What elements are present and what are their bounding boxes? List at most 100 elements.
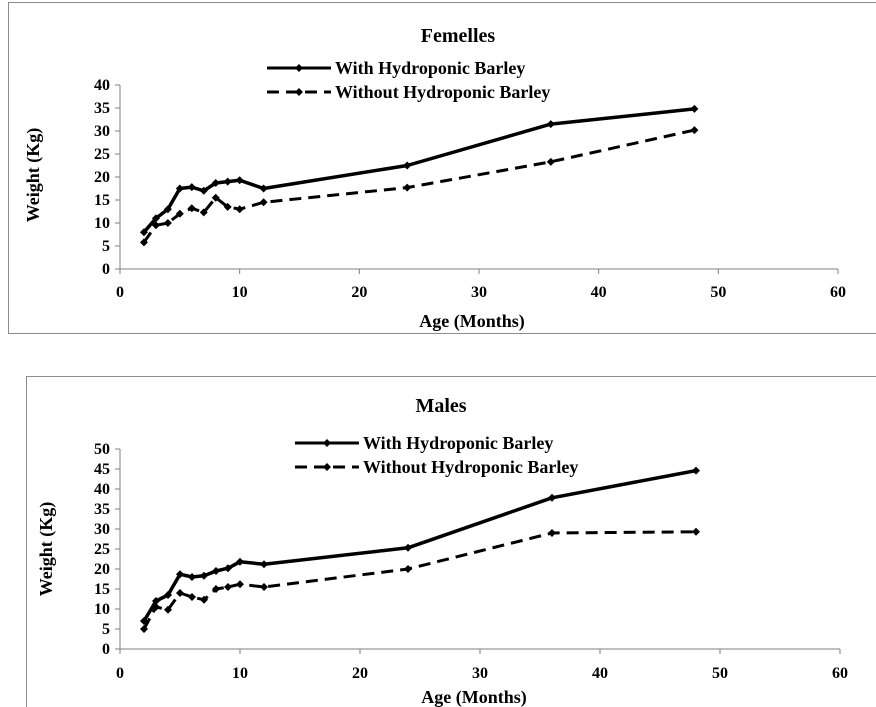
y-tick-label: 5 [102, 621, 110, 638]
x-tick-label: 40 [591, 284, 607, 301]
data-point-marker [690, 126, 699, 135]
data-point-marker [163, 219, 172, 227]
legend-label: With Hydroponic Barley [335, 58, 525, 78]
x-tick-label: 50 [712, 665, 728, 682]
series-line-with [142, 107, 695, 234]
y-tick-label: 10 [94, 215, 110, 232]
data-point-marker [223, 177, 232, 186]
y-tick-label: 40 [94, 77, 110, 94]
data-point-marker [690, 104, 699, 113]
y-tick-label: 40 [94, 481, 110, 498]
data-point-marker [211, 193, 220, 202]
data-point-marker [403, 161, 412, 170]
series-line-with [142, 468, 697, 622]
data-point-marker [200, 571, 208, 580]
data-point-marker [546, 157, 555, 166]
y-tick-label: 5 [102, 238, 110, 255]
data-point-marker [212, 585, 220, 593]
y-tick-label: 35 [94, 100, 110, 117]
y-axis-label: Weight (Kg) [23, 128, 44, 223]
chart-males: Males 0 5 10 15 20 25 30 35 40 45 50 0 10 20 30 40 50 60 Ag… [36, 395, 848, 707]
data-point-marker [260, 560, 268, 569]
y-tick-label: 10 [94, 601, 110, 618]
data-point-marker [692, 527, 700, 536]
y-tick-label: 50 [94, 441, 110, 458]
data-point-marker [212, 567, 220, 575]
x-tick-label: 50 [710, 284, 726, 301]
data-point-marker [151, 214, 160, 223]
data-point-marker [692, 466, 700, 475]
data-point-marker [188, 573, 196, 581]
chart-title: Femelles [421, 25, 496, 47]
chart-panel-males: Males 0 5 10 15 20 25 30 35 40 45 50 0 10 20 30 40 50 60 Ag… [26, 376, 876, 707]
y-tick-label: 35 [94, 501, 110, 518]
y-tick-label: 15 [94, 192, 110, 209]
data-point-marker [176, 589, 184, 597]
data-point-marker [176, 570, 184, 579]
series-line-without [142, 128, 695, 244]
y-tick-label: 0 [102, 641, 110, 658]
data-point-marker [404, 543, 412, 552]
x-tick-label: 20 [352, 665, 368, 682]
x-tick-label: 60 [830, 284, 846, 301]
legend-marker [323, 463, 331, 471]
data-point-marker [546, 120, 555, 129]
data-point-marker [235, 205, 244, 214]
x-tick-label: 20 [351, 284, 367, 301]
data-point-marker [152, 603, 160, 611]
series-line-without [142, 530, 697, 630]
y-tick-label: 20 [94, 561, 110, 578]
y-tick-label: 30 [94, 521, 110, 538]
data-point-marker [260, 583, 268, 591]
data-point-marker [152, 597, 160, 605]
x-tick-label: 60 [832, 665, 848, 682]
x-tick-label: 30 [471, 284, 487, 301]
data-point-marker [199, 186, 208, 195]
x-axis-label: Age (Months) [419, 311, 525, 332]
data-point-marker [175, 184, 184, 193]
legend-label: Without Hydroponic Barley [335, 82, 550, 102]
data-point-marker [200, 595, 208, 604]
x-tick-label: 10 [232, 665, 248, 682]
y-tick-label: 25 [94, 146, 110, 163]
y-axis-label: Weight (Kg) [36, 502, 57, 597]
data-point-marker [236, 557, 244, 566]
data-point-marker [139, 238, 148, 247]
legend-marker [323, 439, 331, 447]
y-tick-label: 25 [94, 541, 110, 558]
legend-label: With Hydroponic Barley [363, 433, 553, 453]
data-point-marker [164, 605, 172, 614]
data-point-marker [139, 228, 148, 237]
data-point-marker [403, 183, 412, 192]
data-point-marker [548, 529, 556, 537]
y-tick-label: 15 [94, 581, 110, 598]
data-point-marker [211, 178, 220, 187]
data-point-marker [187, 204, 196, 213]
x-tick-label: 30 [472, 665, 488, 682]
y-tick-label: 45 [94, 461, 110, 478]
legend-marker [295, 64, 303, 72]
data-point-marker [235, 176, 244, 185]
data-point-marker [164, 591, 172, 599]
data-point-marker [163, 205, 172, 214]
data-point-marker [259, 184, 268, 193]
chart-femelles: Femelles 0 5 10 15 20 25 30 35 40 0 10 20 30 40 50 60 Age… [23, 25, 846, 332]
x-tick-label: 10 [232, 284, 248, 301]
data-point-marker [224, 583, 232, 591]
data-point-marker [140, 625, 148, 633]
legend-marker [295, 88, 303, 96]
chart-title: Males [415, 395, 466, 417]
chart-panel-femelles: Femelles 0 5 10 15 20 25 30 35 40 0 10 20 30 40 50 60 Age… [8, 2, 876, 334]
data-point-marker [404, 565, 412, 573]
y-tick-label: 20 [94, 169, 110, 186]
data-point-marker [175, 209, 184, 218]
data-point-marker [259, 198, 268, 207]
data-point-marker [236, 580, 244, 589]
data-point-marker [188, 593, 196, 601]
x-tick-label: 40 [592, 665, 608, 682]
legend-label: Without Hydroponic Barley [363, 457, 578, 477]
y-tick-label: 30 [94, 123, 110, 140]
data-point-marker [223, 202, 232, 211]
data-point-marker [548, 493, 556, 502]
x-axis-label: Age (Months) [421, 687, 527, 707]
